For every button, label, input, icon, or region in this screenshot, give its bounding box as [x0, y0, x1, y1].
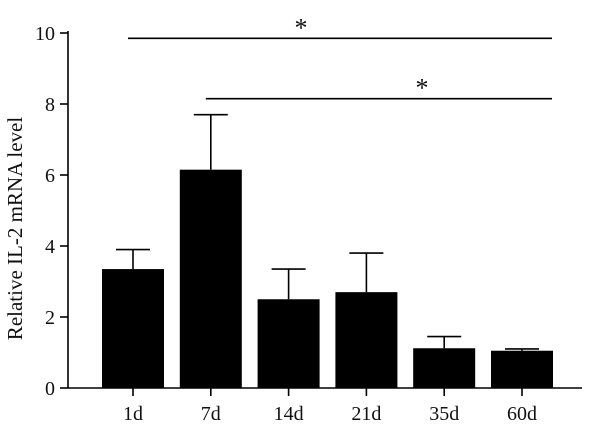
y-tick-label: 8 [45, 94, 55, 116]
bar-21d [335, 292, 398, 388]
bar-1d [102, 269, 164, 388]
bar-14d [257, 299, 320, 388]
x-axis: 1d 7d 14d 21d 35d 60d [68, 387, 582, 425]
x-tick-label: 1d [123, 403, 143, 425]
significance-star: * [416, 74, 429, 103]
x-tick-label: 7d [201, 403, 221, 425]
bar-35d [413, 348, 476, 388]
significance-annotations: ** [128, 13, 552, 103]
y-tick-label: 4 [45, 236, 55, 258]
x-tick-label: 21d [351, 403, 381, 425]
bar-7d [179, 169, 242, 388]
x-tick-label: 60d [507, 403, 537, 425]
y-tick-label: 2 [45, 307, 55, 329]
y-tick-label: 0 [45, 378, 55, 400]
y-tick-label: 10 [35, 23, 55, 45]
y-tick-label: 6 [45, 165, 55, 187]
y-axis: 0 2 4 6 8 10 [35, 23, 69, 400]
x-tick-label: 35d [429, 403, 459, 425]
bar-60d [491, 350, 553, 388]
y-axis-label: Relative IL-2 mRNA level [3, 117, 27, 341]
error-bars [116, 113, 539, 351]
x-tick-label: 14d [274, 403, 304, 425]
significance-star: * [295, 13, 308, 42]
bars [102, 169, 553, 388]
